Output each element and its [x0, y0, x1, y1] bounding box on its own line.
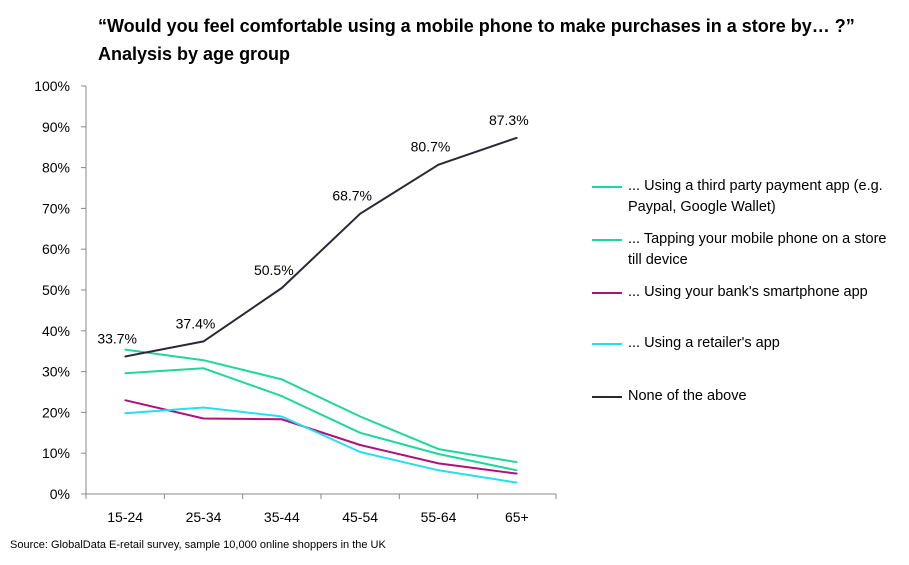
legend-label: ... Using a third party payment app (e.g… — [628, 178, 883, 215]
legend-label: ... Using your bank's smartphone app — [628, 284, 868, 300]
legend-swatch — [592, 186, 622, 188]
data-point — [281, 378, 283, 381]
data-point — [437, 163, 440, 166]
x-tick-label: 65+ — [505, 509, 529, 525]
x-tick-label: 55-64 — [421, 509, 457, 525]
data-point — [359, 432, 361, 434]
data-point — [202, 367, 205, 370]
y-tick-label: 30% — [42, 364, 70, 380]
y-tick-label: 40% — [42, 323, 70, 339]
y-tick-label: 60% — [42, 241, 70, 257]
data-label: 33.7% — [97, 331, 137, 347]
data-point — [437, 448, 440, 450]
data-point — [359, 451, 361, 453]
data-point — [359, 415, 361, 418]
data-point — [516, 137, 518, 139]
legend-label: None of the above — [628, 388, 747, 404]
data-point — [124, 399, 126, 401]
x-tick-label: 25-34 — [186, 509, 222, 525]
data-point — [202, 417, 205, 420]
x-tick-label: 15-24 — [107, 509, 143, 525]
data-point — [281, 395, 283, 397]
data-point — [359, 212, 361, 215]
data-point — [516, 469, 518, 472]
legend-swatch — [592, 343, 622, 345]
legend-label: ... Using a retailer's app — [628, 335, 780, 351]
data-point — [202, 359, 205, 361]
data-point — [516, 461, 518, 463]
data-point — [281, 287, 283, 289]
series-line-0 — [125, 367, 518, 472]
series-line-4 — [125, 136, 518, 358]
data-point — [437, 462, 440, 465]
data-point — [437, 453, 440, 455]
data-point — [281, 418, 283, 421]
y-tick-label: 0% — [50, 486, 70, 502]
y-tick-label: 50% — [42, 282, 70, 298]
series-line-2 — [124, 399, 517, 475]
data-point — [202, 340, 205, 343]
y-tick-label: 100% — [34, 78, 70, 94]
series-line-3 — [125, 406, 517, 484]
data-label: 87.3% — [489, 112, 529, 128]
data-label: 37.4% — [176, 315, 216, 331]
x-tick-label: 35-44 — [264, 509, 300, 525]
data-point — [202, 406, 205, 409]
legend-label: ... Tapping your mobile phone on a store… — [628, 231, 887, 268]
data-label: 68.7% — [332, 188, 372, 204]
data-point — [124, 412, 126, 415]
chart-title-line-1: “Would you feel comfortable using a mobi… — [98, 16, 855, 36]
data-point — [124, 355, 126, 358]
chart-title-line-2: Analysis by age group — [98, 44, 291, 64]
legend-swatch — [592, 292, 622, 294]
data-point — [124, 372, 126, 375]
data-point — [516, 481, 518, 484]
legend-swatch — [592, 239, 622, 241]
data-point — [281, 415, 283, 418]
y-tick-label: 90% — [42, 119, 70, 135]
legend-swatch — [592, 396, 622, 398]
y-tick-label: 70% — [42, 200, 70, 216]
source-note: Source: GlobalData E-retail survey, samp… — [10, 539, 386, 551]
data-label: 50.5% — [254, 262, 294, 278]
y-tick-label: 10% — [42, 445, 70, 461]
data-point — [516, 472, 518, 475]
data-label: 80.7% — [411, 139, 451, 155]
series-line-1 — [125, 348, 517, 464]
data-point — [359, 444, 361, 446]
y-tick-label: 80% — [42, 160, 70, 176]
data-point — [124, 348, 126, 351]
data-point — [437, 469, 440, 472]
y-tick-label: 20% — [42, 404, 70, 420]
x-tick-label: 45-54 — [342, 509, 378, 525]
